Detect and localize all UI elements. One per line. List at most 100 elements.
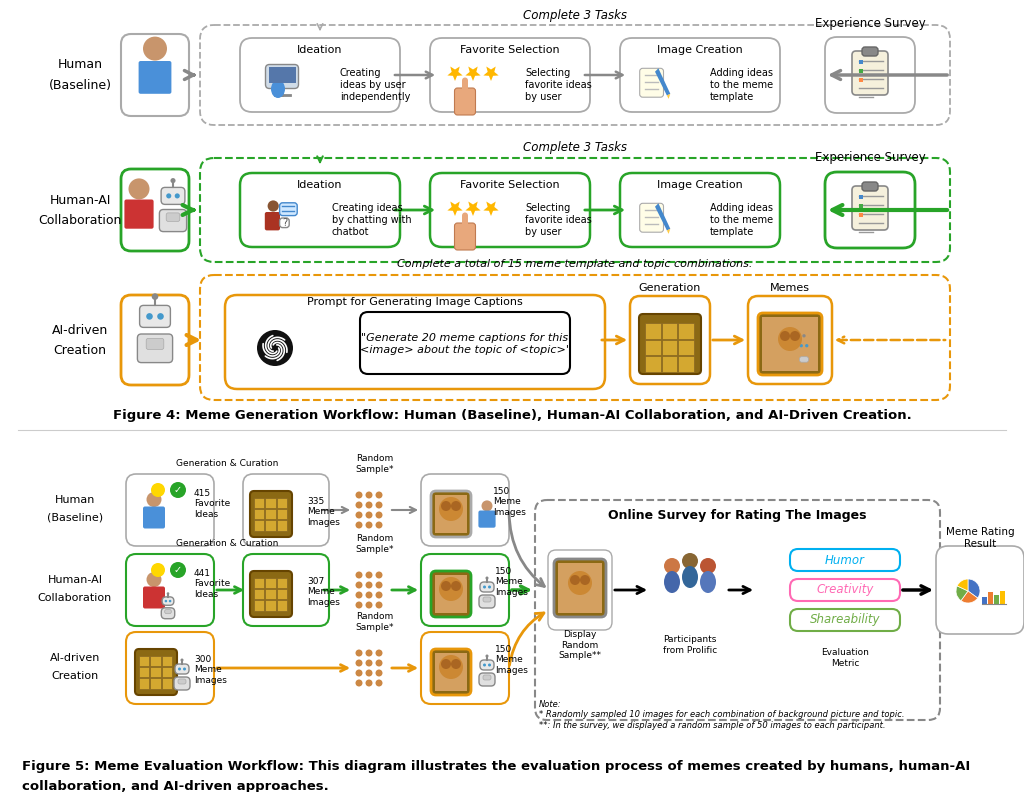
Text: 307
Meme
Images: 307 Meme Images xyxy=(307,577,340,607)
FancyBboxPatch shape xyxy=(143,587,165,608)
Text: 335
Meme
Images: 335 Meme Images xyxy=(307,497,340,527)
FancyBboxPatch shape xyxy=(483,597,490,602)
Bar xyxy=(678,323,694,338)
Circle shape xyxy=(166,193,171,199)
Circle shape xyxy=(780,331,790,341)
Circle shape xyxy=(439,577,463,601)
FancyBboxPatch shape xyxy=(480,660,494,670)
Circle shape xyxy=(146,572,162,587)
Text: Complete 3 Tasks: Complete 3 Tasks xyxy=(523,142,627,154)
Circle shape xyxy=(355,601,362,608)
FancyBboxPatch shape xyxy=(554,559,606,617)
Circle shape xyxy=(366,649,373,657)
Circle shape xyxy=(366,669,373,676)
FancyBboxPatch shape xyxy=(421,632,509,704)
Polygon shape xyxy=(655,204,671,230)
Text: 441
Favorite
Ideas: 441 Favorite Ideas xyxy=(194,569,230,599)
Text: (Baseline): (Baseline) xyxy=(47,513,103,523)
Text: Ideation: Ideation xyxy=(297,45,343,55)
Circle shape xyxy=(146,492,162,507)
Bar xyxy=(276,520,287,531)
FancyBboxPatch shape xyxy=(139,306,170,327)
Circle shape xyxy=(355,492,362,498)
Text: Collaboration: Collaboration xyxy=(38,593,112,603)
Bar xyxy=(988,592,993,604)
Circle shape xyxy=(376,572,383,578)
Circle shape xyxy=(169,600,171,603)
Bar xyxy=(859,195,863,199)
Bar xyxy=(268,67,296,83)
FancyBboxPatch shape xyxy=(620,38,780,112)
FancyBboxPatch shape xyxy=(852,186,888,230)
Bar xyxy=(859,204,863,208)
Bar xyxy=(435,575,467,613)
Circle shape xyxy=(143,36,167,61)
FancyBboxPatch shape xyxy=(421,554,509,626)
Text: Meme Rating
Result: Meme Rating Result xyxy=(946,527,1015,549)
Circle shape xyxy=(376,601,383,608)
FancyBboxPatch shape xyxy=(160,210,186,231)
Circle shape xyxy=(128,178,150,200)
Circle shape xyxy=(481,501,493,512)
Bar xyxy=(276,498,287,508)
FancyBboxPatch shape xyxy=(280,203,297,215)
Text: Generation: Generation xyxy=(639,283,701,293)
FancyBboxPatch shape xyxy=(862,182,878,191)
Text: Adding ideas
to the meme
template: Adding ideas to the meme template xyxy=(710,68,773,101)
Circle shape xyxy=(441,581,451,591)
Bar xyxy=(645,323,660,338)
FancyBboxPatch shape xyxy=(431,649,471,695)
Circle shape xyxy=(366,492,373,498)
Polygon shape xyxy=(465,67,480,81)
Circle shape xyxy=(462,78,468,83)
Circle shape xyxy=(441,501,451,511)
Circle shape xyxy=(170,178,175,183)
Text: Creating
ideas by user
independently: Creating ideas by user independently xyxy=(340,68,411,101)
Circle shape xyxy=(366,660,373,667)
Bar xyxy=(162,656,172,666)
Bar xyxy=(265,589,275,600)
Circle shape xyxy=(355,592,362,599)
FancyBboxPatch shape xyxy=(620,173,780,247)
FancyBboxPatch shape xyxy=(250,571,292,617)
Text: Humor: Humor xyxy=(825,554,865,566)
FancyBboxPatch shape xyxy=(280,218,289,227)
Bar xyxy=(762,317,818,371)
Text: Image Creation: Image Creation xyxy=(657,45,742,55)
Polygon shape xyxy=(483,67,499,81)
Circle shape xyxy=(146,313,153,320)
Text: Experience Survey: Experience Survey xyxy=(815,17,926,29)
FancyBboxPatch shape xyxy=(265,212,280,230)
Bar xyxy=(265,520,275,531)
Circle shape xyxy=(178,668,181,671)
Text: Human-AI: Human-AI xyxy=(47,575,102,585)
Circle shape xyxy=(366,601,373,608)
Circle shape xyxy=(568,571,592,595)
Text: 150
Meme
Images: 150 Meme Images xyxy=(495,645,528,675)
Circle shape xyxy=(355,669,362,676)
FancyBboxPatch shape xyxy=(143,507,165,528)
Bar xyxy=(139,667,150,677)
Bar xyxy=(859,78,863,82)
Bar xyxy=(254,578,264,588)
Circle shape xyxy=(376,521,383,528)
FancyBboxPatch shape xyxy=(748,296,831,384)
FancyBboxPatch shape xyxy=(243,554,329,626)
FancyBboxPatch shape xyxy=(479,673,495,686)
Polygon shape xyxy=(447,67,463,81)
Circle shape xyxy=(170,482,186,498)
Circle shape xyxy=(800,344,803,348)
FancyBboxPatch shape xyxy=(178,679,186,684)
FancyBboxPatch shape xyxy=(165,610,171,614)
FancyBboxPatch shape xyxy=(421,474,509,546)
FancyBboxPatch shape xyxy=(175,664,189,674)
Circle shape xyxy=(462,212,468,219)
Text: Note:
* Randomly sampled 10 images for each combination of background picture an: Note: * Randomly sampled 10 images for e… xyxy=(539,700,904,729)
Circle shape xyxy=(151,563,165,577)
Bar xyxy=(151,656,161,666)
Circle shape xyxy=(151,483,165,497)
FancyBboxPatch shape xyxy=(250,491,292,537)
FancyBboxPatch shape xyxy=(483,675,490,680)
Text: Human-AI: Human-AI xyxy=(49,193,111,207)
FancyBboxPatch shape xyxy=(862,47,878,56)
